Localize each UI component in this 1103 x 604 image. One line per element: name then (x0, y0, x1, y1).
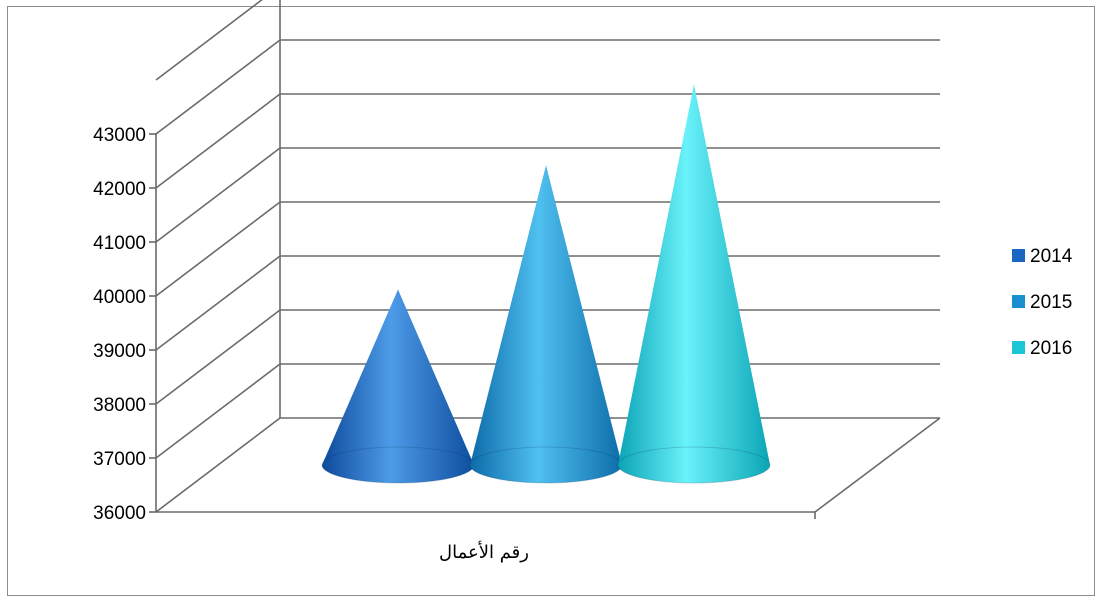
cone-body (470, 165, 622, 484)
legend-label: 2015 (1030, 292, 1072, 313)
legend-swatch (1012, 295, 1025, 308)
gridline-side (155, 93, 281, 189)
legend-label: 2016 (1030, 338, 1072, 359)
gridline-side (155, 39, 281, 135)
gridline-side (155, 147, 281, 243)
y-tick-label: 41000 (93, 233, 146, 254)
cone-2014 (321, 289, 475, 484)
y-tick-label: 36000 (93, 503, 146, 524)
y-axis: 36000 37000 38000 39000 40000 41000 42000 43000 (93, 125, 157, 524)
y-tick-label: 37000 (93, 449, 146, 470)
y-tick-label: 43000 (93, 125, 146, 146)
gridline-side (155, 309, 281, 405)
floor-right-edge (814, 417, 941, 513)
cone-2015 (469, 165, 623, 484)
cone-body (322, 289, 474, 483)
y-tick-label: 42000 (93, 179, 146, 200)
y-tick-label: 40000 (93, 287, 146, 308)
cone-base (617, 446, 771, 484)
gridline-side (155, 417, 281, 513)
cone-2016 (617, 84, 771, 484)
cone-body (618, 84, 770, 484)
y-tick-label: 38000 (93, 395, 146, 416)
gridline-side (155, 0, 263, 81)
chart-plot-area (321, 84, 771, 484)
gridline-side (155, 255, 281, 351)
gridline-side (155, 363, 281, 459)
gridline-side (155, 201, 281, 297)
legend-swatch (1012, 341, 1025, 354)
category-label: رقم الأعمال (439, 541, 529, 563)
chart-walls (155, 0, 941, 519)
legend-label: 2014 (1030, 246, 1073, 267)
legend-swatch (1012, 249, 1025, 262)
legend: 2014 2015 2016 (1012, 246, 1073, 359)
y-tick-label: 39000 (93, 341, 146, 362)
